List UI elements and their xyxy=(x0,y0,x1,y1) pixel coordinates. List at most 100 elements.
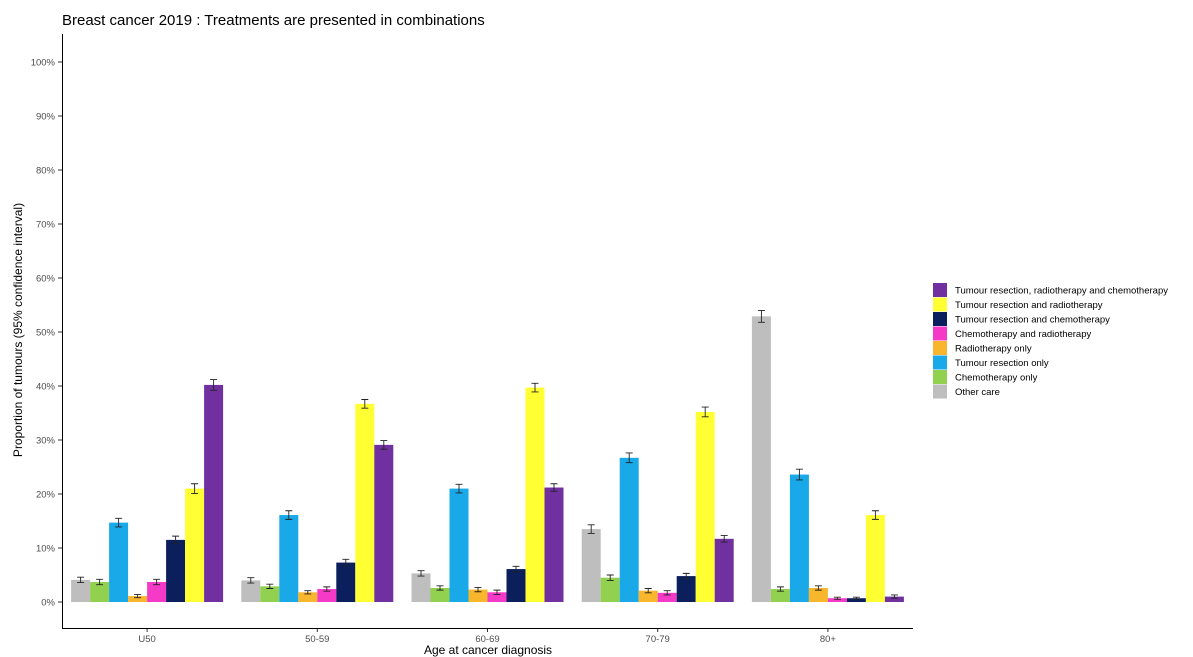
x-tick-label: 60-69 xyxy=(475,634,499,645)
legend: Tumour resection, radiotherapy and chemo… xyxy=(933,283,1168,399)
y-tick-label: 60% xyxy=(36,274,56,285)
legend-label: Tumour resection, radiotherapy and chemo… xyxy=(955,286,1168,297)
error-bar xyxy=(361,399,369,409)
error-bar xyxy=(776,586,784,592)
legend-swatch xyxy=(933,355,947,370)
bar xyxy=(827,598,847,602)
bar xyxy=(487,592,507,602)
error-bars xyxy=(77,309,898,600)
x-tick-label: 70-79 xyxy=(646,634,670,645)
error-bar xyxy=(417,570,425,577)
bar xyxy=(770,589,790,602)
bar xyxy=(260,586,280,602)
bar xyxy=(676,576,696,602)
bar xyxy=(638,590,658,602)
y-tick-label: 90% xyxy=(36,112,56,123)
error-bar xyxy=(833,596,841,600)
error-bar xyxy=(587,524,595,534)
y-tick-label: 30% xyxy=(36,436,56,447)
bar xyxy=(581,529,601,602)
bar xyxy=(336,562,356,602)
error-bar xyxy=(512,565,520,573)
bar xyxy=(751,316,771,602)
bar xyxy=(317,589,337,602)
error-bar xyxy=(625,452,633,464)
error-bar xyxy=(682,572,690,580)
bar xyxy=(657,592,677,602)
legend-swatch xyxy=(933,341,947,355)
error-bar xyxy=(720,535,728,543)
error-bar xyxy=(852,596,860,600)
bar xyxy=(147,582,167,602)
error-bar xyxy=(380,440,388,450)
bars xyxy=(71,316,904,602)
legend-label: Radiotherapy only xyxy=(955,344,1032,355)
error-bar xyxy=(247,577,255,584)
error-bar xyxy=(323,586,331,592)
y-tick-label: 20% xyxy=(36,490,56,501)
y-tick-label: 80% xyxy=(36,166,56,177)
bar xyxy=(204,384,224,602)
error-bar xyxy=(871,510,879,520)
x-tick-label: 50-59 xyxy=(305,634,329,645)
bar xyxy=(298,592,318,602)
bar xyxy=(430,587,450,602)
bar xyxy=(884,596,904,602)
bar xyxy=(241,580,261,602)
bar xyxy=(374,444,394,602)
error-bar xyxy=(493,589,501,595)
x-tick-label: 80+ xyxy=(820,634,837,645)
error-bar xyxy=(531,382,539,393)
legend-swatch xyxy=(933,312,947,326)
y-tick-label: 0% xyxy=(41,598,55,609)
legend-label: Other care xyxy=(955,387,1000,398)
y-tick-label: 10% xyxy=(36,544,56,555)
error-bar xyxy=(644,588,652,594)
error-bar xyxy=(342,558,350,567)
bar xyxy=(71,579,91,602)
y-axis-ticks: 0% 10% 20% 30% 40% 50% 60% 70% 80% 90% 100% xyxy=(31,58,62,609)
bar xyxy=(695,411,715,602)
legend-label: Tumour resection and radiotherapy xyxy=(955,300,1103,311)
legend-label: Chemotherapy and radiotherapy xyxy=(955,329,1092,340)
bar xyxy=(355,403,375,602)
bar xyxy=(525,387,545,602)
error-bar xyxy=(172,535,180,545)
x-tick-label: U50 xyxy=(138,634,155,645)
legend-label: Tumour resection only xyxy=(955,358,1049,369)
bar xyxy=(619,457,639,602)
error-bar xyxy=(606,574,614,581)
error-bar xyxy=(266,583,274,589)
error-bar xyxy=(210,379,218,391)
bar xyxy=(128,596,148,602)
bar xyxy=(506,569,526,602)
bar xyxy=(808,587,828,602)
y-axis-label: Proportion of tumours (95% confidence in… xyxy=(11,203,25,457)
error-bar xyxy=(304,590,312,595)
legend-label: Tumour resection and chemotherapy xyxy=(955,315,1110,326)
legend-swatch xyxy=(933,384,947,399)
bar xyxy=(865,515,885,602)
x-axis-label: Age at cancer diagnosis xyxy=(424,643,552,657)
chart-title: Breast cancer 2019 : Treatments are pres… xyxy=(62,12,485,29)
legend-swatch xyxy=(933,370,947,384)
error-bar xyxy=(795,468,803,481)
error-bar xyxy=(757,309,765,323)
legend-swatch xyxy=(933,283,947,297)
error-bar xyxy=(96,578,104,586)
error-bar xyxy=(474,586,482,593)
bar xyxy=(411,573,431,602)
error-bar xyxy=(701,406,709,418)
error-bar xyxy=(77,576,85,584)
bar xyxy=(185,488,205,602)
error-bar xyxy=(115,517,123,528)
error-bar xyxy=(285,510,293,520)
legend-swatch xyxy=(933,297,947,312)
legend-label: Chemotherapy only xyxy=(955,373,1038,384)
bar xyxy=(544,487,564,602)
error-bar xyxy=(436,585,444,591)
legend-swatch xyxy=(933,326,947,341)
error-bar xyxy=(455,483,463,494)
bar xyxy=(109,522,129,602)
bar xyxy=(279,515,299,602)
